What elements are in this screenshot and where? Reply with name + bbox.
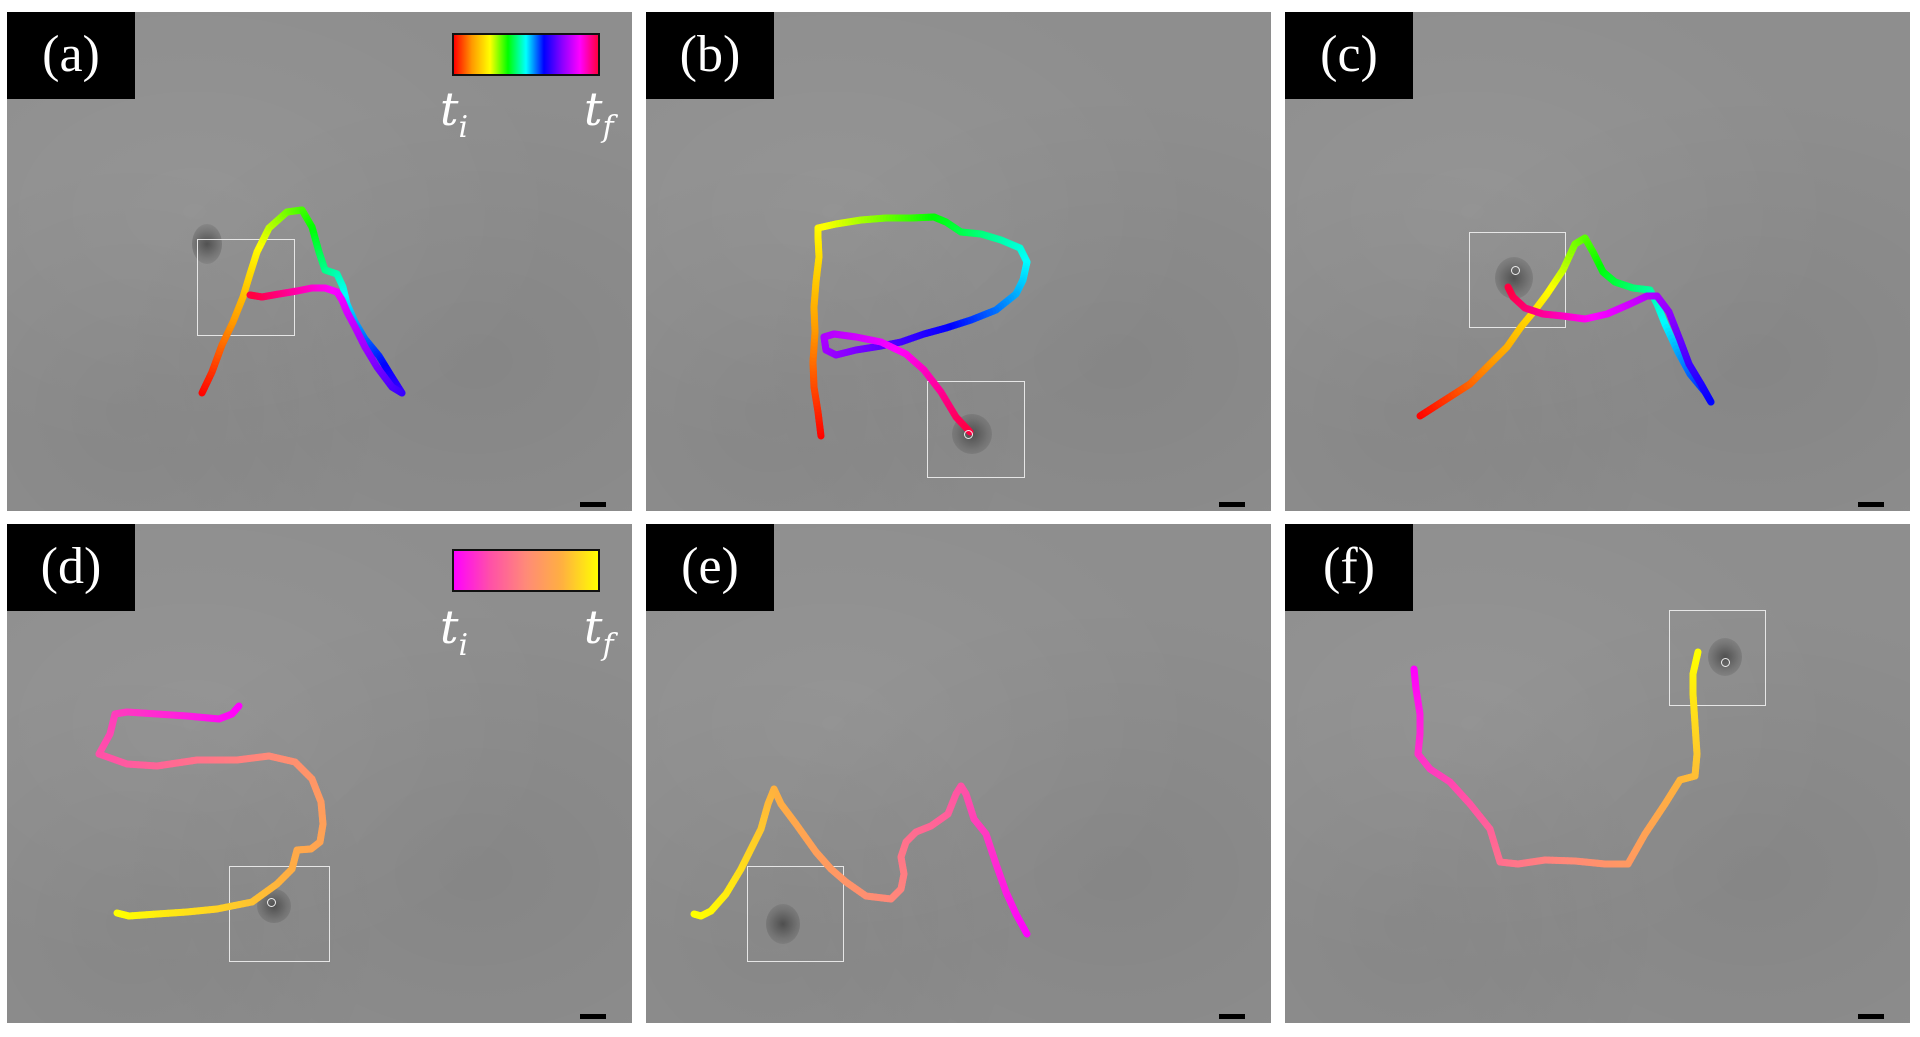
roi-box [1669,610,1766,706]
panel-e: (e) [646,524,1271,1023]
scale-bar [580,1014,606,1019]
trajectory-f [1410,648,1702,868]
target-marker-icon [1511,266,1520,275]
particle-shadow [766,904,800,944]
roi-box [927,381,1025,478]
panel-b: (b) [646,12,1271,511]
colorbar-end-label: tf [584,600,614,663]
colorbar-start-label: ti [440,82,469,145]
panel-label: (e) [646,524,774,611]
panel-label: (a) [7,12,135,99]
scale-bar [1858,502,1884,507]
colorbar-start-label: ti [440,600,469,663]
panel-label: (d) [7,524,135,611]
roi-box [747,866,844,962]
scale-bar [580,502,606,507]
trajectory-a [198,206,406,397]
roi-box [229,866,330,962]
trajectory-d [95,702,327,920]
scale-bar [1219,1014,1245,1019]
panel-c: (c) [1285,12,1910,511]
panel-label: (f) [1285,524,1413,611]
target-marker-icon [964,430,973,439]
panel-label: (b) [646,12,774,99]
particle-shadow [1708,638,1742,676]
panel-a: (a) ti tf [7,12,632,511]
scale-bar [1858,1014,1884,1019]
colorbar-rainbow [452,33,600,76]
panel-d: (d) ti tf [7,524,632,1023]
target-marker-icon [1721,658,1730,667]
colorbar-spring [452,549,600,592]
scale-bar [1219,502,1245,507]
target-marker-icon [267,898,276,907]
panel-label: (c) [1285,12,1413,99]
roi-box [197,239,295,336]
trajectory-e [690,782,1031,938]
trajectory-c [1416,234,1715,420]
trajectory-b [809,213,1031,440]
panel-f: (f) [1285,524,1910,1023]
colorbar-end-label: tf [584,82,614,145]
